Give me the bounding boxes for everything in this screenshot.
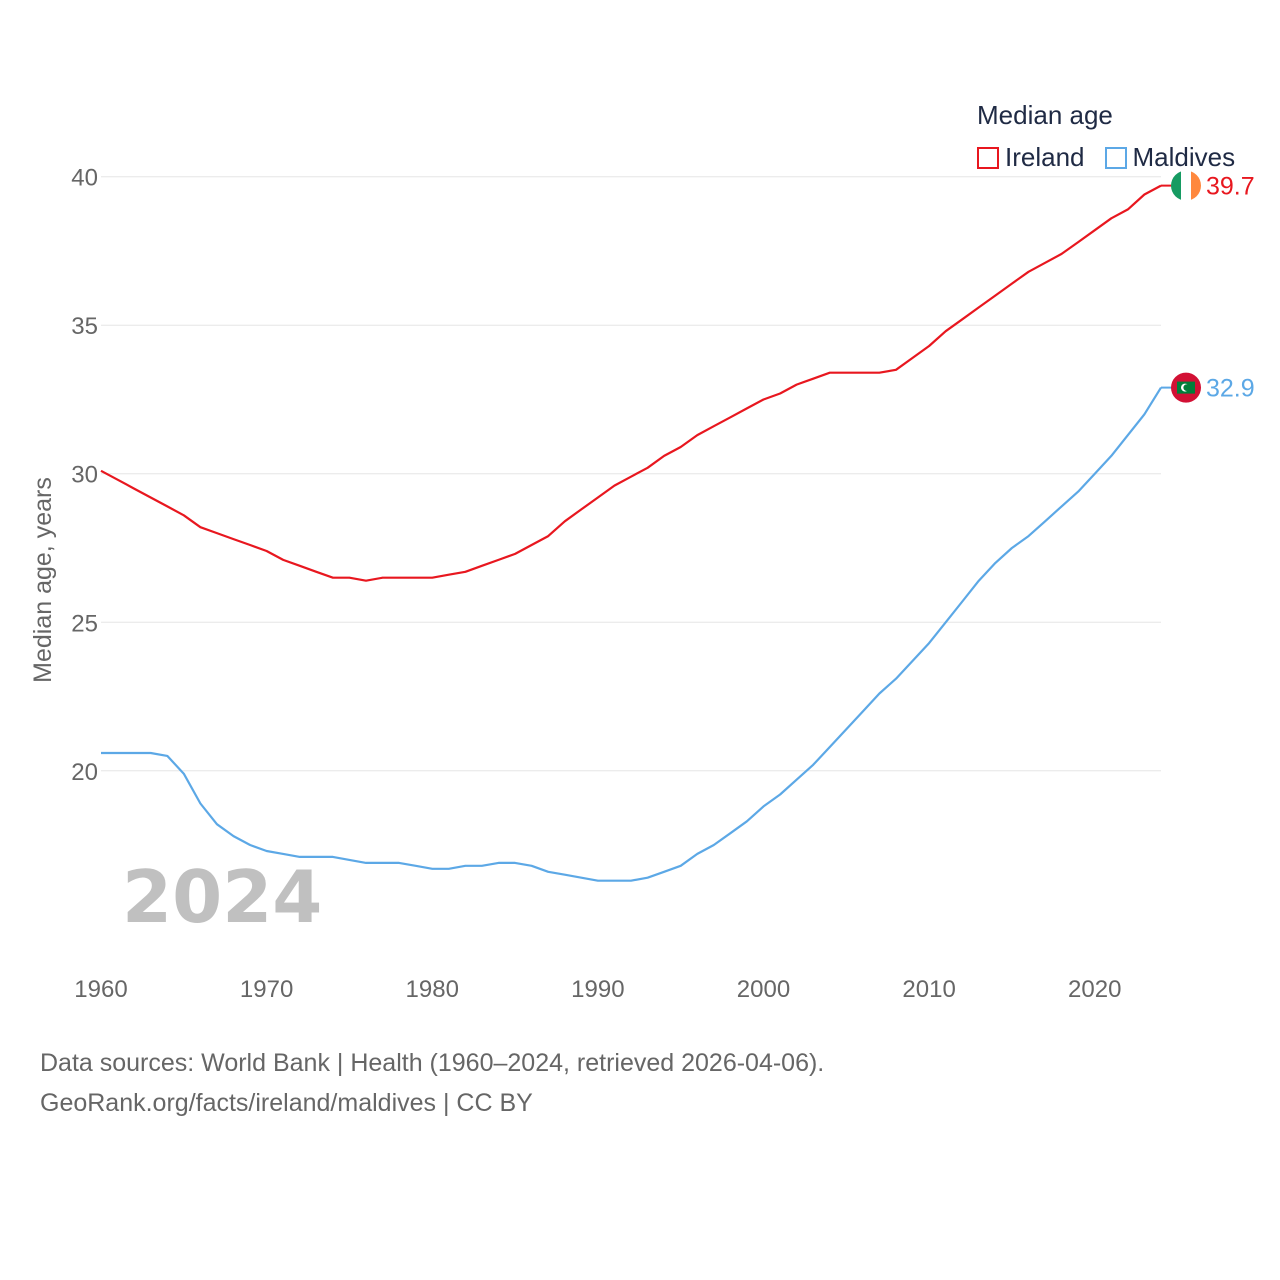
- sources-line-1: Data sources: World Bank | Health (1960–…: [40, 1049, 825, 1077]
- y-tick-label: 25: [71, 610, 98, 637]
- x-axis-ticks: 1960 1970 1980 1990 2000 2010 2020: [74, 976, 1121, 1003]
- y-axis-label: Median age, years: [29, 477, 57, 683]
- legend-item-maldives[interactable]: Maldives: [1104, 142, 1236, 173]
- y-tick-label: 20: [71, 759, 98, 786]
- legend-title: Median age: [977, 100, 1113, 130]
- legend-item-ireland[interactable]: Ireland: [977, 142, 1085, 173]
- x-tick-label: 1970: [240, 976, 293, 1003]
- y-tick-label: 35: [71, 313, 98, 340]
- ireland-flag-icon: [1171, 170, 1201, 201]
- legend-label-maldives: Maldives: [1132, 142, 1236, 172]
- sources-line-2: GeoRank.org/facts/ireland/maldives | CC …: [40, 1089, 533, 1117]
- x-tick-label: 1990: [571, 976, 624, 1003]
- series-end-label-maldives: 32.9: [1206, 375, 1255, 403]
- maldives-flag-icon: [1171, 372, 1201, 403]
- legend-swatch-ireland: [977, 146, 999, 169]
- series-end-label-ireland: 39.7: [1206, 173, 1255, 201]
- series-lines: [100, 184, 1162, 882]
- x-tick-label: 1960: [74, 976, 127, 1003]
- x-tick-label: 1980: [406, 976, 459, 1003]
- series-line-ireland: [100, 184, 1162, 582]
- y-axis-ticks: 20 25 30 35 40: [71, 165, 98, 786]
- x-tick-label: 2010: [902, 976, 955, 1003]
- y-tick-label: 40: [71, 165, 98, 192]
- data-sources: Data sources: World Bank | Health (1960–…: [40, 1043, 824, 1123]
- year-watermark: 2024: [122, 855, 322, 939]
- series-end-markers: 39.7 32.9: [1161, 170, 1255, 403]
- legend: Ireland Maldives: [977, 142, 1255, 173]
- y-tick-label: 30: [71, 462, 98, 489]
- gridlines: [101, 176, 1161, 772]
- x-tick-label: 2000: [737, 976, 790, 1003]
- x-tick-label: 2020: [1068, 976, 1121, 1003]
- series-line-maldives: [101, 387, 1162, 882]
- legend-label-ireland: Ireland: [1005, 142, 1085, 172]
- legend-swatch-maldives: [1104, 146, 1127, 169]
